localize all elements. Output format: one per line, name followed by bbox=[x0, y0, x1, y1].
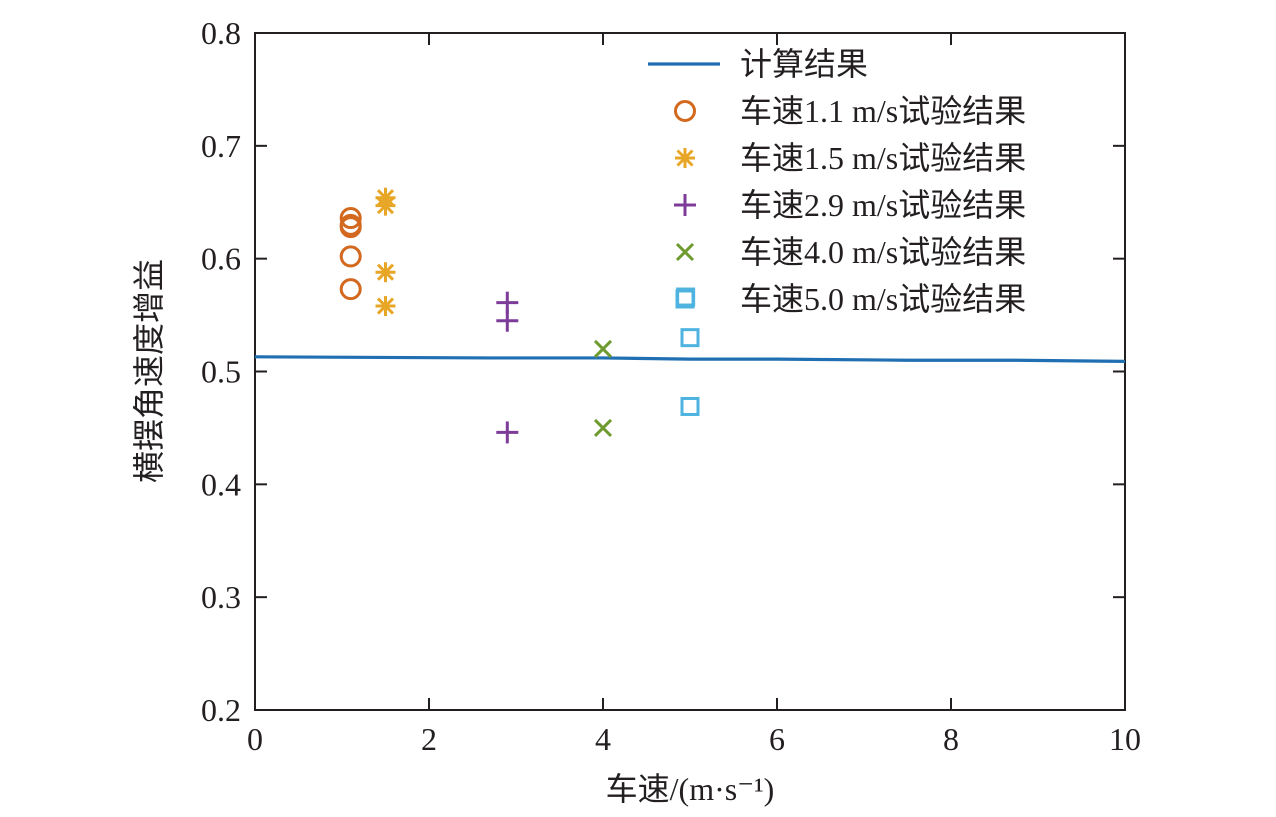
data-point-circle bbox=[339, 207, 362, 230]
data-point-plus bbox=[496, 421, 519, 444]
legend-marker-square bbox=[675, 289, 695, 309]
plot-frame bbox=[254, 32, 1126, 711]
y-tick-label: 0.4 bbox=[201, 466, 241, 502]
data-point-asterisk bbox=[375, 296, 396, 317]
series-line-calculated bbox=[254, 355, 1126, 363]
data-point-square bbox=[680, 396, 700, 416]
legend-marker-x bbox=[675, 242, 695, 262]
legend-label: 车速5.0 m/s试验结果 bbox=[740, 281, 1026, 317]
data-point-x bbox=[593, 339, 613, 358]
x-tick-label: 4 bbox=[595, 721, 611, 757]
data-point-asterisk bbox=[375, 262, 396, 283]
y-axis-title: 横摆角速度增益 bbox=[131, 259, 167, 483]
data-point-plus bbox=[496, 309, 519, 332]
legend-item: 车速2.9 m/s试验结果 bbox=[674, 187, 1026, 223]
y-tick-label: 0.2 bbox=[201, 692, 241, 728]
legend-label: 车速2.9 m/s试验结果 bbox=[740, 187, 1026, 223]
data-point-circle bbox=[339, 245, 362, 268]
x-tick-label: 2 bbox=[421, 721, 437, 757]
x-tick-label: 10 bbox=[1109, 721, 1141, 757]
legend-label: 计算结果 bbox=[740, 46, 868, 82]
y-tick-label: 0.3 bbox=[201, 579, 241, 615]
data-point-square bbox=[680, 328, 700, 348]
legend-marker-plus bbox=[674, 194, 696, 216]
legend-item: 车速1.5 m/s试验结果 bbox=[675, 140, 1026, 176]
legend-label: 车速1.1 m/s试验结果 bbox=[740, 93, 1026, 129]
legend-marker-asterisk bbox=[675, 148, 695, 168]
data-point-asterisk bbox=[375, 195, 396, 216]
legend-item: 车速1.1 m/s试验结果 bbox=[674, 93, 1026, 129]
x-axis-title: 车速/(m·s⁻¹) bbox=[606, 771, 775, 807]
legend-label: 车速1.5 m/s试验结果 bbox=[740, 140, 1026, 176]
y-tick-label: 0.6 bbox=[201, 241, 241, 277]
data-point-circle bbox=[339, 216, 362, 239]
x-tick-label: 0 bbox=[247, 721, 263, 757]
x-tick-label: 8 bbox=[943, 721, 959, 757]
y-tick-label: 0.7 bbox=[201, 128, 241, 164]
legend-item: 车速5.0 m/s试验结果 bbox=[675, 281, 1026, 317]
plot-area bbox=[254, 187, 1126, 444]
y-tick-label: 0.8 bbox=[201, 15, 241, 51]
data-point-x bbox=[593, 418, 613, 437]
legend-marker-circle bbox=[674, 100, 696, 122]
y-axis: 0.2 0.3 0.4 0.5 0.6 0.7 0.8 bbox=[201, 15, 1125, 728]
y-tick-label: 0.5 bbox=[201, 354, 241, 390]
x-tick-label: 6 bbox=[769, 721, 785, 757]
legend-label: 车速4.0 m/s试验结果 bbox=[740, 234, 1026, 270]
legend-item: 车速4.0 m/s试验结果 bbox=[675, 234, 1026, 270]
legend-item: 计算结果 bbox=[648, 46, 868, 82]
x-axis: 0 2 4 6 8 10 bbox=[247, 33, 1141, 757]
data-point-circle bbox=[339, 278, 362, 301]
